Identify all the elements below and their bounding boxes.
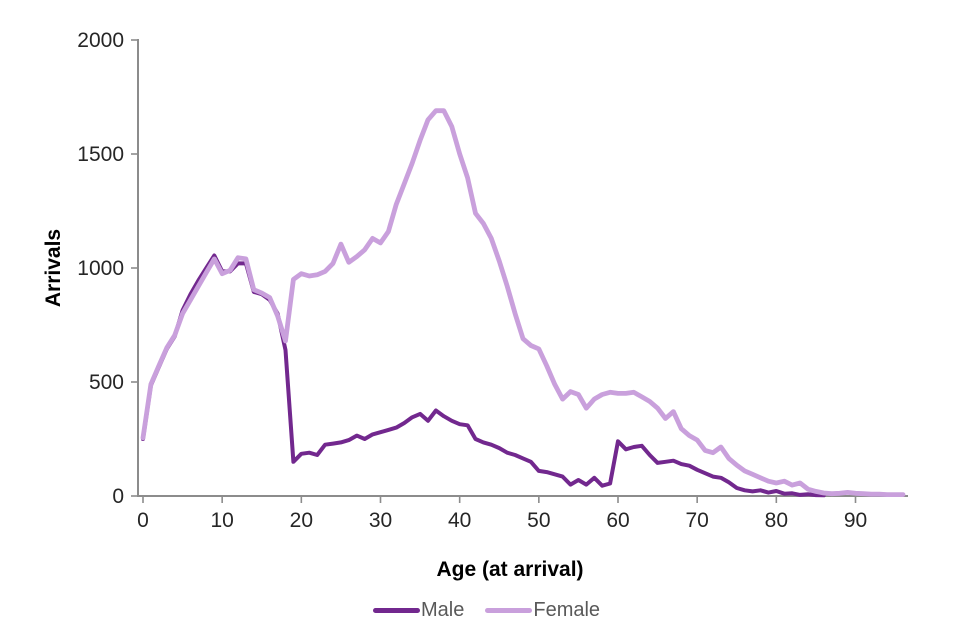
x-axis-title: Age (at arrival) <box>436 558 584 581</box>
x-tick-label: 0 <box>137 509 149 532</box>
x-tick-label: 60 <box>606 509 629 532</box>
series-line-male <box>141 253 826 498</box>
male-line-swatch <box>373 607 420 613</box>
x-tick-label: 90 <box>844 509 867 532</box>
x-tick-label: 80 <box>765 509 788 532</box>
legend-label-female: Female <box>533 599 601 621</box>
tick-marks <box>131 39 857 503</box>
y-axis-title: Arrivals <box>42 228 65 308</box>
legend-item-female: Female <box>485 600 600 620</box>
x-tick-label: 40 <box>448 509 471 532</box>
y-tick-label: 1500 <box>77 143 124 166</box>
legend-item-male: Male <box>373 600 464 620</box>
series-line-female <box>140 108 906 497</box>
x-tick-label: 70 <box>685 509 708 532</box>
axes <box>137 39 908 497</box>
x-tick-label: 20 <box>290 509 313 532</box>
tick-labels: 0 10 20 30 40 50 60 70 80 90 0 500 1000 1500 2000 <box>77 29 867 532</box>
legend: Male Female <box>373 600 600 620</box>
y-tick-label: 1000 <box>77 257 124 280</box>
y-tick-label: 500 <box>89 371 124 394</box>
x-tick-label: 50 <box>527 509 550 532</box>
legend-label-male: Male <box>421 599 465 621</box>
y-tick-label: 0 <box>112 485 124 508</box>
x-tick-label: 10 <box>210 509 233 532</box>
female-line-swatch <box>485 607 533 613</box>
y-tick-label: 2000 <box>77 29 124 52</box>
x-tick-label: 30 <box>369 509 392 532</box>
